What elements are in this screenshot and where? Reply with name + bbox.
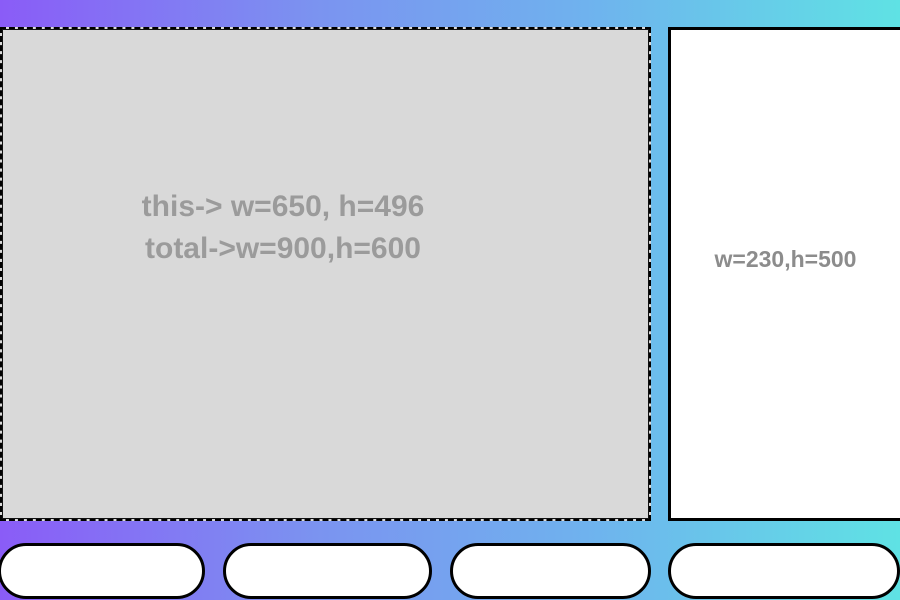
main-content-panel: this-> w=650, h=496 total->w=900,h=600 bbox=[0, 27, 651, 521]
main-panel-line-1: this-> w=650, h=496 bbox=[141, 190, 425, 223]
bottom-button-4[interactable] bbox=[668, 543, 900, 599]
side-panel: w=230,h=500 bbox=[668, 27, 900, 521]
main-panel-line-2: total->w=900,h=600 bbox=[145, 232, 421, 265]
bottom-button-3[interactable] bbox=[450, 543, 651, 599]
bottom-button-1[interactable] bbox=[0, 543, 205, 599]
side-panel-text: w=230,h=500 bbox=[714, 246, 857, 272]
bottom-button-2[interactable] bbox=[223, 543, 432, 599]
main-panel-text: this-> w=650, h=496 total->w=900,h=600 bbox=[3, 186, 563, 270]
